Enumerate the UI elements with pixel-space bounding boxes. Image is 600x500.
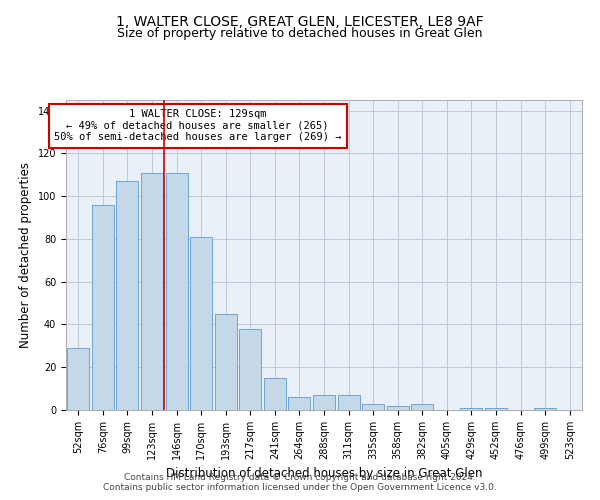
Text: 1 WALTER CLOSE: 129sqm
← 49% of detached houses are smaller (265)
50% of semi-de: 1 WALTER CLOSE: 129sqm ← 49% of detached…	[54, 110, 341, 142]
Bar	[460, 408, 482, 410]
Bar	[386, 406, 409, 410]
Bar	[534, 408, 556, 410]
Text: Size of property relative to detached houses in Great Glen: Size of property relative to detached ho…	[117, 28, 483, 40]
Bar	[190, 237, 212, 410]
Bar	[239, 329, 262, 410]
Bar	[289, 397, 310, 410]
Bar	[67, 348, 89, 410]
Text: 1, WALTER CLOSE, GREAT GLEN, LEICESTER, LE8 9AF: 1, WALTER CLOSE, GREAT GLEN, LEICESTER, …	[116, 15, 484, 29]
Bar	[362, 404, 384, 410]
Bar	[338, 395, 359, 410]
Bar	[411, 404, 433, 410]
Bar	[166, 172, 188, 410]
Y-axis label: Number of detached properties: Number of detached properties	[19, 162, 32, 348]
Bar	[215, 314, 237, 410]
Text: Contains HM Land Registry data © Crown copyright and database right 2024.: Contains HM Land Registry data © Crown c…	[124, 474, 476, 482]
Bar	[485, 408, 507, 410]
Bar	[116, 181, 139, 410]
Text: Contains public sector information licensed under the Open Government Licence v3: Contains public sector information licen…	[103, 484, 497, 492]
Bar	[264, 378, 286, 410]
X-axis label: Distribution of detached houses by size in Great Glen: Distribution of detached houses by size …	[166, 468, 482, 480]
Bar	[313, 395, 335, 410]
Bar	[141, 172, 163, 410]
Bar	[92, 205, 114, 410]
